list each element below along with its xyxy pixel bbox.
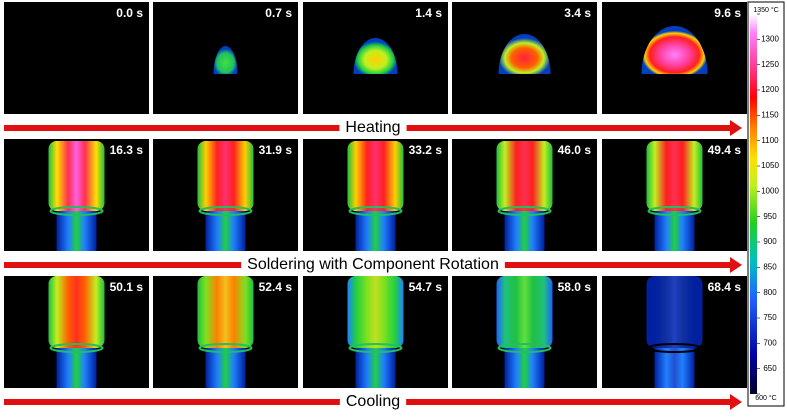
component bbox=[646, 276, 703, 348]
hot-spot bbox=[213, 46, 238, 74]
colorbar-strip bbox=[750, 14, 757, 394]
component bbox=[197, 141, 254, 211]
time-label: 54.7 s bbox=[409, 280, 443, 294]
solder-joint bbox=[647, 206, 702, 216]
colorbar-label: 1050 bbox=[761, 161, 779, 170]
solder-joint bbox=[198, 206, 253, 216]
component bbox=[347, 141, 404, 211]
hot-spot bbox=[353, 38, 398, 74]
time-label: 68.4 s bbox=[708, 280, 742, 294]
colorbar-label: 1150 bbox=[761, 110, 779, 119]
label-background bbox=[241, 256, 505, 274]
colorbar-label: 600 °C bbox=[755, 394, 776, 402]
colorbar-label: 750 bbox=[763, 313, 777, 322]
time-label: 58.0 s bbox=[558, 280, 592, 294]
hot-spot bbox=[498, 34, 551, 74]
time-label: 33.2 s bbox=[409, 143, 443, 157]
colorbar-label: 950 bbox=[763, 212, 777, 221]
solder-joint bbox=[49, 206, 104, 216]
colorbar-label: 800 bbox=[763, 288, 777, 297]
time-label: 50.1 s bbox=[110, 280, 144, 294]
colorbar-label: 1100 bbox=[761, 136, 779, 145]
component bbox=[48, 276, 105, 348]
time-label: 49.4 s bbox=[708, 143, 742, 157]
arrow-head bbox=[730, 120, 742, 136]
colorbar-label: 1250 bbox=[761, 60, 779, 69]
solder-joint bbox=[49, 343, 104, 353]
solder-joint bbox=[497, 206, 552, 216]
time-label: 52.4 s bbox=[259, 280, 293, 294]
component bbox=[197, 276, 254, 348]
label-background bbox=[339, 393, 407, 411]
arrow-head bbox=[730, 257, 742, 273]
colorbar-label: 1300 bbox=[761, 34, 779, 43]
arrow-head bbox=[730, 394, 742, 410]
hot-spot bbox=[641, 26, 708, 74]
colorbar-label: 900 bbox=[763, 237, 777, 246]
time-label: 1.4 s bbox=[415, 6, 442, 20]
row-label: Cooling bbox=[346, 393, 400, 410]
colorbar-label: 1200 bbox=[761, 85, 779, 94]
time-label: 16.3 s bbox=[110, 143, 144, 157]
component bbox=[48, 141, 105, 211]
time-label: 3.4 s bbox=[564, 6, 591, 20]
colorbar-label: 1000 bbox=[761, 186, 779, 195]
colorbar-label: 1350 °C bbox=[753, 6, 778, 14]
time-label: 0.7 s bbox=[265, 6, 292, 20]
row-label: Soldering with Component Rotation bbox=[247, 256, 499, 273]
solder-joint bbox=[348, 343, 403, 353]
colorbar-label: 850 bbox=[763, 262, 777, 271]
label-background bbox=[339, 119, 407, 137]
time-label: 31.9 s bbox=[259, 143, 293, 157]
colorbar-label: 700 bbox=[763, 338, 777, 347]
component bbox=[496, 141, 553, 211]
component bbox=[646, 141, 703, 211]
time-label: 46.0 s bbox=[558, 143, 592, 157]
solder-joint bbox=[647, 343, 702, 353]
colorbar-label: 650 bbox=[763, 364, 777, 373]
component bbox=[347, 276, 404, 348]
row-label: Heating bbox=[345, 119, 400, 136]
time-label: 9.6 s bbox=[714, 6, 741, 20]
solder-joint bbox=[348, 206, 403, 216]
solder-joint bbox=[198, 343, 253, 353]
component bbox=[496, 276, 553, 348]
time-label: 0.0 s bbox=[116, 6, 143, 20]
solder-joint bbox=[497, 343, 552, 353]
thermal-image bbox=[4, 2, 149, 114]
